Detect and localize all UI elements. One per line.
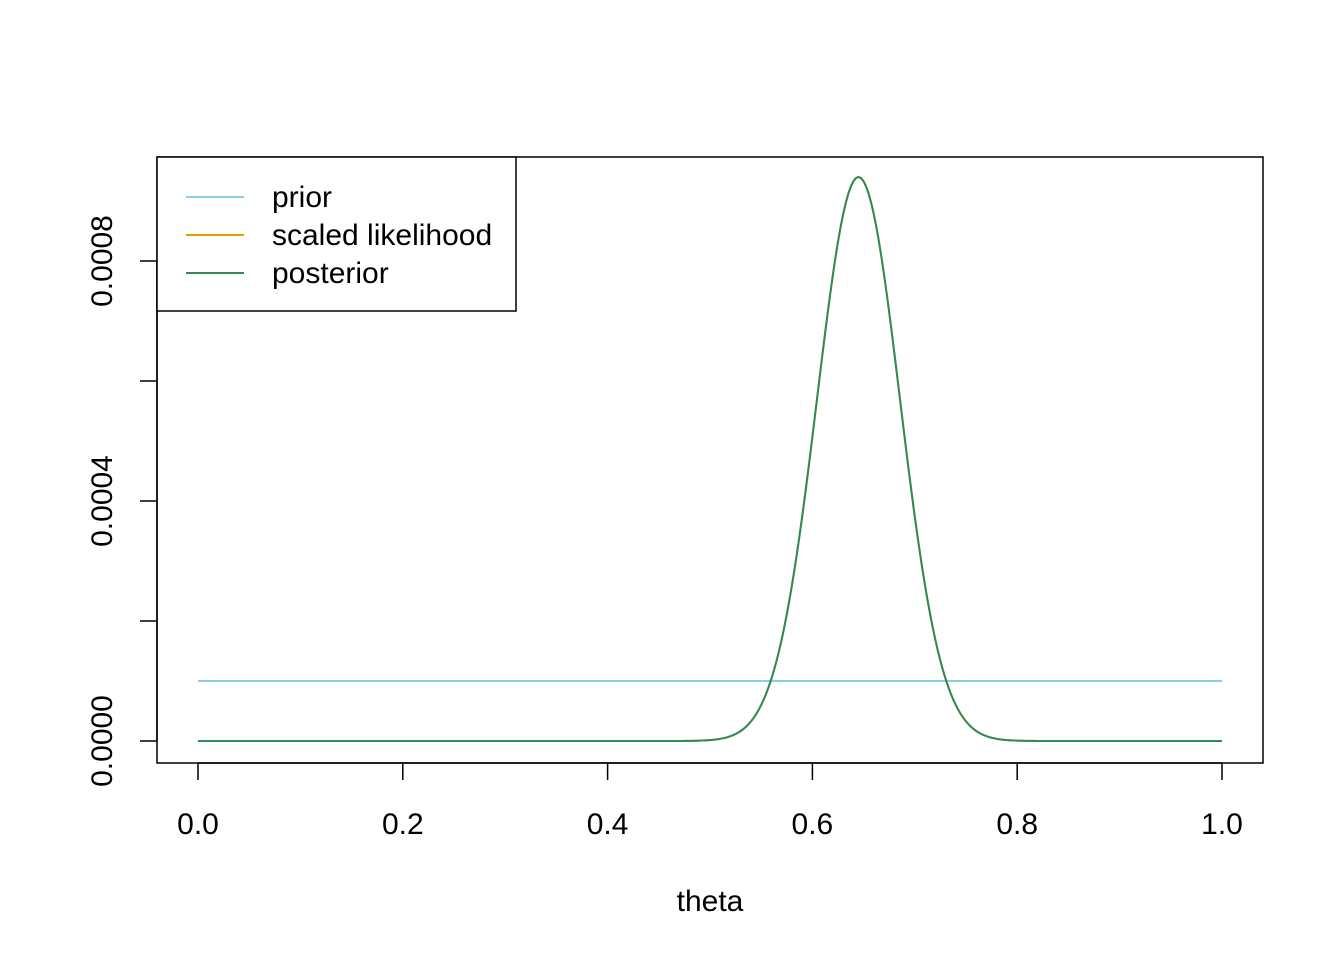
legend-label: scaled likelihood: [272, 219, 492, 252]
series-line-posterior: [198, 175, 1222, 742]
x-tick-label: 0.6: [792, 808, 834, 841]
x-tick-label: 0.4: [587, 808, 629, 841]
legend: prior scaled likelihood posterior: [156, 156, 517, 312]
y-tick-label: 0.0004: [86, 455, 119, 547]
x-axis-title: theta: [677, 885, 744, 918]
x-tick-label: 1.0: [1201, 808, 1243, 841]
x-tick-label: 0.8: [996, 808, 1038, 841]
legend-items: prior scaled likelihood posterior: [186, 181, 492, 290]
legend-label: prior: [272, 181, 332, 214]
y-tick-label: 0.0008: [86, 215, 119, 307]
y-tick-label: 0.0000: [86, 695, 119, 787]
x-tick-label: 0.2: [382, 808, 424, 841]
series-layer: [198, 175, 1222, 742]
x-axis: 0.0 0.2 0.4 0.6 0.8 1.0: [177, 762, 1243, 841]
legend-label: posterior: [272, 257, 389, 290]
x-tick-label: 0.0: [177, 808, 219, 841]
y-axis: 0.0000 0.0004 0.0008: [86, 215, 158, 787]
